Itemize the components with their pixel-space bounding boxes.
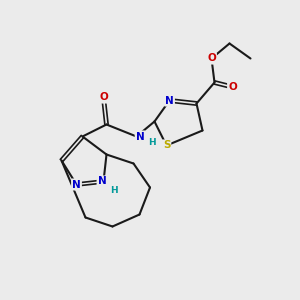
Text: O: O: [207, 53, 216, 64]
Text: S: S: [163, 140, 170, 151]
Text: O: O: [228, 82, 237, 92]
Text: N: N: [165, 95, 174, 106]
Text: H: H: [148, 138, 156, 147]
Text: O: O: [99, 92, 108, 103]
Text: N: N: [98, 176, 106, 187]
Text: N: N: [72, 179, 81, 190]
Text: N: N: [136, 131, 145, 142]
Text: H: H: [110, 186, 118, 195]
